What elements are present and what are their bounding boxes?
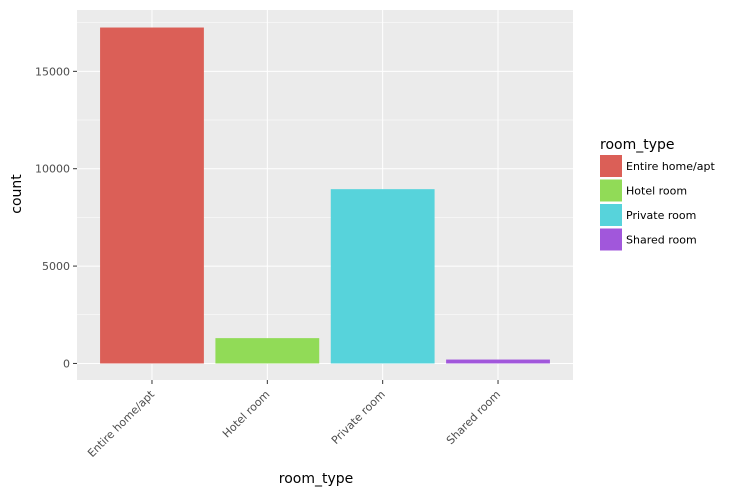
legend-swatch [600, 204, 622, 226]
legend-label: Entire home/apt [626, 160, 715, 173]
x-tick-label: Shared room [444, 388, 503, 447]
bar-shared-room [446, 359, 550, 364]
bar-private-room [330, 189, 435, 364]
legend-swatch [600, 179, 622, 202]
legend-label: Hotel room [626, 185, 687, 198]
x-axis: Entire home/apt Hotel room Private room Sha… [85, 380, 503, 460]
legend-swatch [600, 228, 622, 251]
y-tick-label: 10000 [35, 163, 70, 176]
x-tick-label: Entire home/apt [85, 387, 157, 459]
y-axis: 0 5000 10000 15000 [35, 65, 77, 370]
legend-title: room_type [600, 137, 675, 153]
bars [100, 27, 550, 364]
bar-hotel-room [215, 338, 320, 364]
legend-label: Private room [626, 209, 696, 222]
y-axis-title: count [9, 174, 25, 214]
legend-swatch [600, 155, 622, 177]
y-tick-label: 5000 [42, 260, 70, 273]
x-tick-label: Private room [329, 388, 388, 447]
bar-entire-home-apt [100, 27, 204, 364]
y-tick-label: 0 [63, 357, 70, 370]
y-tick-label: 15000 [35, 65, 70, 78]
x-tick-label: Hotel room [220, 388, 272, 440]
x-axis-title: room_type [279, 471, 354, 487]
legend: room_type Entire home/apt Hotel room Priva… [600, 137, 715, 251]
legend-label: Shared room [626, 234, 697, 247]
